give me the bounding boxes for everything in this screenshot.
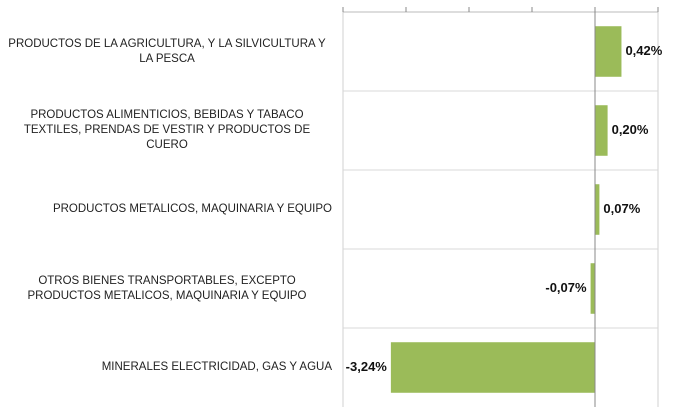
value-label: 0,20% — [612, 122, 649, 137]
category-text: PRODUCTOS METALICOS, MAQUINARIA Y EQUIPO — [52, 203, 332, 215]
bar — [390, 342, 595, 393]
bar — [595, 184, 600, 235]
value-label: 0,07% — [603, 201, 640, 216]
category-label: PRODUCTOS DE LA AGRICULTURA, Y LA SILVIC… — [2, 12, 332, 91]
category-label: MINERALES ELECTRICIDAD, GAS Y AGUA — [2, 328, 332, 407]
category-text: PRODUCTOS ALIMENTICIOS, BEBIDAS Y TABACO… — [23, 109, 311, 151]
bar — [590, 263, 595, 314]
bar — [595, 26, 622, 77]
category-label: PRODUCTOS METALICOS, MAQUINARIA Y EQUIPO — [2, 170, 332, 249]
bar — [595, 105, 608, 156]
value-label: 0,42% — [625, 43, 662, 58]
category-label: PRODUCTOS ALIMENTICIOS, BEBIDAS Y TABACO… — [2, 91, 332, 170]
category-text: PRODUCTOS DE LA AGRICULTURA, Y LA SILVIC… — [8, 37, 326, 65]
value-label: -0,07% — [545, 280, 587, 295]
value-label: -3,24% — [346, 359, 388, 374]
category-label: OTROS BIENES TRANSPORTABLES, EXCEPTO PRO… — [2, 249, 332, 328]
category-text: MINERALES ELECTRICIDAD, GAS Y AGUA — [101, 361, 332, 373]
category-text: OTROS BIENES TRANSPORTABLES, EXCEPTO PRO… — [27, 274, 307, 302]
